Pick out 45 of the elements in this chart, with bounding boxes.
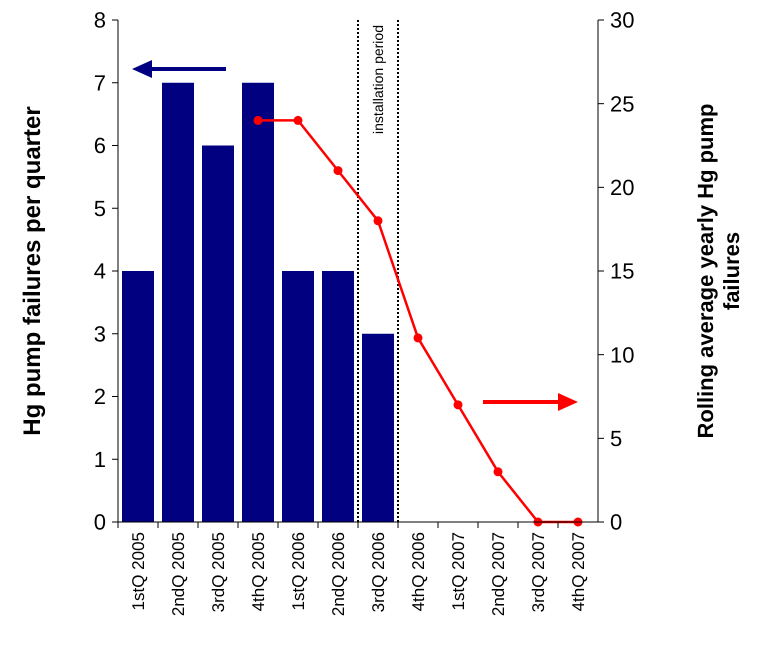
bar: [362, 334, 394, 522]
annotation: installation period: [370, 25, 386, 134]
y2-tick-label: 30: [610, 8, 634, 33]
y-tick-label: 5: [94, 196, 106, 221]
y2-tick-label: 20: [610, 175, 634, 200]
x-tick-label: 2ndQ 2007: [488, 532, 508, 616]
point: [454, 400, 462, 410]
y-tick-label: 3: [94, 321, 106, 346]
y2-tick-label: 10: [610, 342, 634, 368]
bar: [242, 82, 274, 522]
y2-tick-label: 0: [610, 510, 622, 535]
x-tick-label: 1stQ 2006: [288, 532, 308, 610]
y2-axis-title: Rolling average yearly Hg pump failures: [692, 104, 744, 438]
bar: [282, 271, 314, 522]
bar: [162, 82, 194, 522]
x-tick-label: 2ndQ 2006: [328, 532, 348, 616]
x-tick-label: 1stQ 2007: [448, 532, 468, 610]
y-tick-label: 1: [94, 446, 106, 472]
x-tick-label: 3rdQ 2007: [528, 532, 548, 612]
x-tick-label: 3rdQ 2006: [368, 532, 388, 612]
x-tick-label: 4thQ 2005: [248, 532, 268, 612]
point: [414, 333, 422, 342]
y2-tick-label: 5: [610, 426, 622, 452]
point: [374, 216, 382, 226]
y2-tick-label: 15: [610, 258, 634, 284]
y-axis-title: Hg pump failures per quarter: [19, 106, 46, 436]
bar: [322, 271, 354, 522]
y-tick-label: 7: [94, 70, 106, 96]
y2-tick-label: 25: [610, 91, 634, 116]
bar: [202, 146, 234, 522]
point: [294, 116, 302, 125]
y-tick-label: 0: [94, 510, 106, 535]
x-tick-label: 3rdQ 2005: [208, 532, 228, 612]
y-tick-label: 6: [94, 133, 106, 158]
point: [494, 467, 502, 476]
point: [254, 116, 262, 125]
x-tick-label: 4thQ 2007: [568, 532, 588, 612]
y-tick-label: 2: [94, 384, 106, 410]
x-tick-label: 1stQ 2005: [128, 532, 148, 610]
y-tick-label: 8: [94, 8, 106, 33]
y-tick-label: 4: [94, 258, 106, 284]
bar: [122, 271, 154, 522]
point: [334, 166, 342, 176]
x-tick-label: 4thQ 2006: [408, 532, 428, 612]
x-tick-label: 2ndQ 2005: [168, 532, 188, 616]
